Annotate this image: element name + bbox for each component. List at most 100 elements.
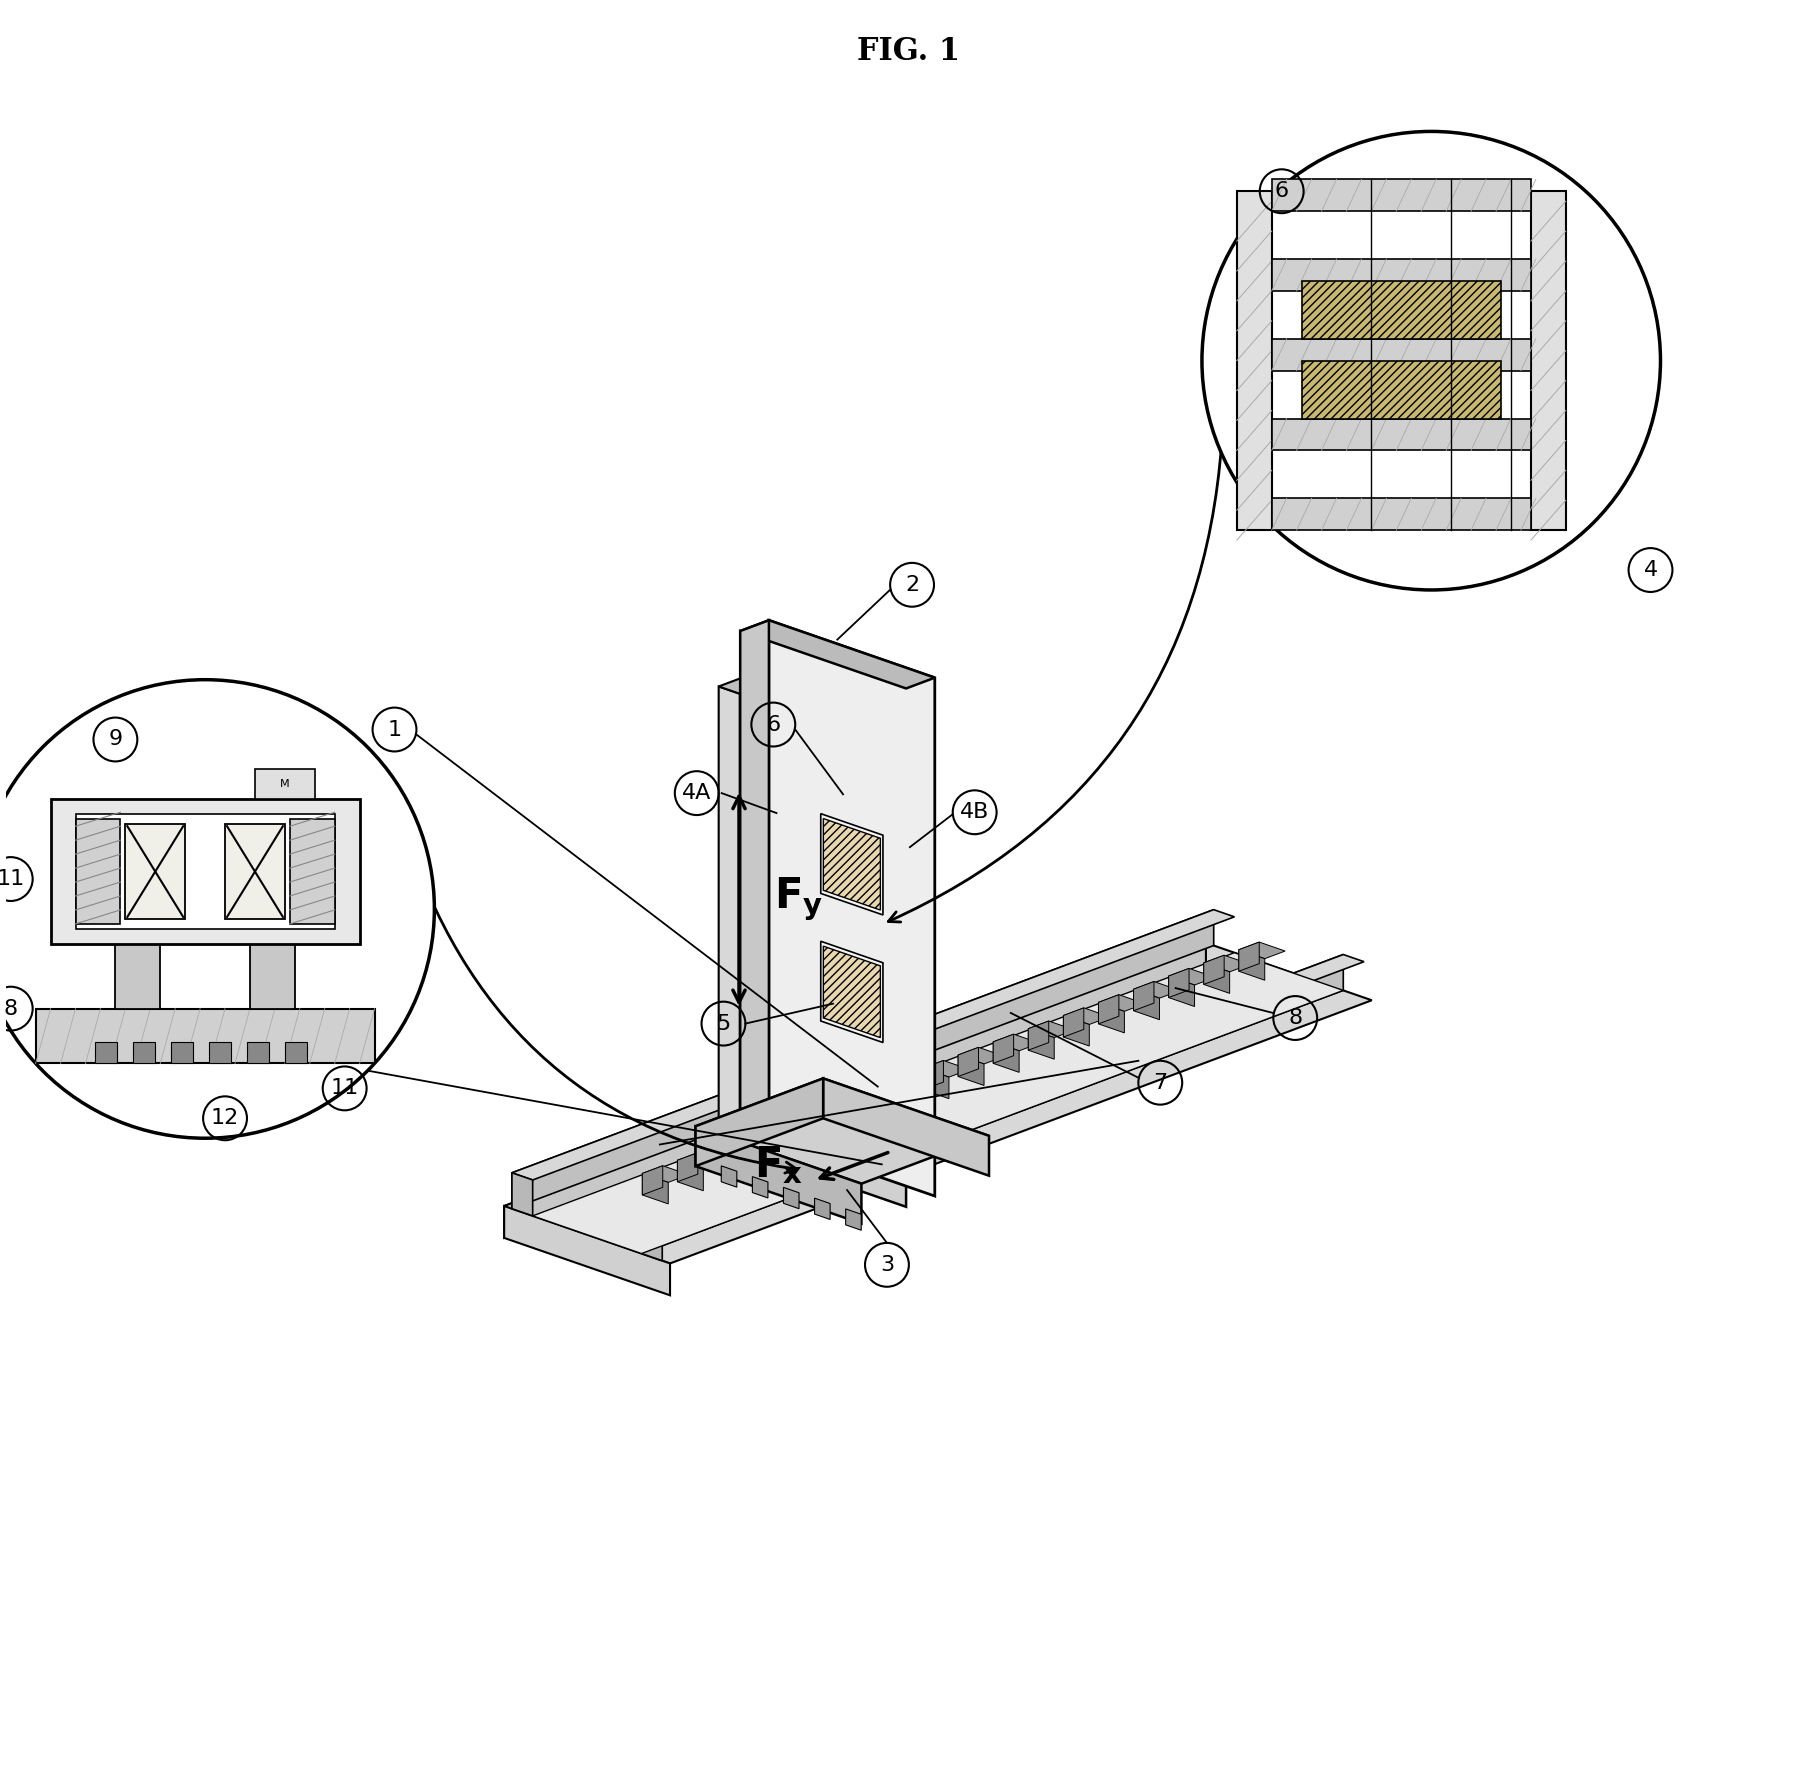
Text: 9: 9 xyxy=(109,730,123,750)
Bar xyxy=(1271,338,1530,370)
Polygon shape xyxy=(823,819,881,911)
Bar xyxy=(125,825,185,920)
Polygon shape xyxy=(642,1166,664,1195)
Polygon shape xyxy=(821,941,883,1043)
Polygon shape xyxy=(1064,1016,1090,1047)
Bar xyxy=(96,1041,118,1063)
Bar xyxy=(76,814,335,928)
Bar xyxy=(36,1009,375,1063)
Text: 8: 8 xyxy=(1289,1007,1302,1029)
Polygon shape xyxy=(1204,955,1251,971)
Polygon shape xyxy=(801,716,812,1165)
FancyBboxPatch shape xyxy=(256,769,315,800)
Polygon shape xyxy=(696,1079,990,1184)
Polygon shape xyxy=(818,1100,865,1116)
Polygon shape xyxy=(713,1140,732,1168)
Text: 12: 12 xyxy=(210,1109,239,1129)
Text: 8: 8 xyxy=(4,998,18,1018)
Polygon shape xyxy=(1133,982,1180,998)
Polygon shape xyxy=(1238,950,1265,980)
Polygon shape xyxy=(852,1086,899,1104)
Polygon shape xyxy=(1238,943,1285,959)
Polygon shape xyxy=(1169,968,1215,986)
Polygon shape xyxy=(783,1188,800,1209)
Polygon shape xyxy=(740,621,936,689)
Polygon shape xyxy=(678,1152,723,1170)
Polygon shape xyxy=(1028,1022,1075,1038)
Polygon shape xyxy=(1204,955,1224,984)
Polygon shape xyxy=(1204,962,1229,993)
Text: M: M xyxy=(279,780,290,789)
Polygon shape xyxy=(800,694,810,1143)
Text: 3: 3 xyxy=(879,1254,894,1276)
Polygon shape xyxy=(678,1152,698,1183)
Text: 4: 4 xyxy=(1643,560,1657,580)
Bar xyxy=(285,1041,306,1063)
Polygon shape xyxy=(994,1034,1039,1050)
Bar xyxy=(1302,281,1501,338)
Polygon shape xyxy=(994,1041,1019,1072)
Bar xyxy=(290,819,335,923)
Text: 7: 7 xyxy=(1153,1073,1168,1093)
Bar xyxy=(1530,191,1566,530)
Polygon shape xyxy=(783,1113,803,1143)
Polygon shape xyxy=(511,909,1213,1209)
Text: 4B: 4B xyxy=(959,801,990,823)
Text: 1: 1 xyxy=(388,719,401,739)
Polygon shape xyxy=(722,1166,736,1188)
Polygon shape xyxy=(511,1174,533,1217)
Polygon shape xyxy=(1169,977,1195,1007)
Text: 5: 5 xyxy=(716,1014,731,1034)
Polygon shape xyxy=(642,1166,689,1183)
Polygon shape xyxy=(888,1081,914,1111)
Bar xyxy=(1271,179,1530,211)
Polygon shape xyxy=(1028,1022,1048,1050)
Polygon shape xyxy=(852,1086,874,1116)
Polygon shape xyxy=(923,1061,970,1077)
Polygon shape xyxy=(957,1047,979,1077)
Polygon shape xyxy=(642,955,1343,1254)
Polygon shape xyxy=(957,1047,1004,1064)
Polygon shape xyxy=(1238,943,1260,971)
Polygon shape xyxy=(1169,968,1189,998)
Polygon shape xyxy=(888,1073,934,1090)
Polygon shape xyxy=(696,1127,861,1224)
Polygon shape xyxy=(504,943,1206,1238)
Polygon shape xyxy=(771,705,781,1154)
Polygon shape xyxy=(845,1209,861,1231)
Bar xyxy=(1271,419,1530,451)
Polygon shape xyxy=(783,1113,829,1129)
Polygon shape xyxy=(1028,1029,1053,1059)
Polygon shape xyxy=(752,1177,769,1199)
Polygon shape xyxy=(861,716,872,1165)
Text: FIG. 1: FIG. 1 xyxy=(858,36,961,68)
Text: 11: 11 xyxy=(0,869,25,889)
Text: 2: 2 xyxy=(905,574,919,594)
Polygon shape xyxy=(747,676,892,1172)
Polygon shape xyxy=(957,1056,984,1086)
Polygon shape xyxy=(504,943,1372,1263)
Polygon shape xyxy=(852,1095,879,1125)
Polygon shape xyxy=(1099,995,1119,1023)
Text: $\mathbf{F_y}$: $\mathbf{F_y}$ xyxy=(774,875,823,923)
Polygon shape xyxy=(769,683,778,1132)
Circle shape xyxy=(1202,131,1661,590)
Polygon shape xyxy=(821,814,883,914)
Polygon shape xyxy=(923,1061,943,1090)
Polygon shape xyxy=(642,1218,662,1261)
Bar xyxy=(134,1041,156,1063)
Bar xyxy=(51,800,359,945)
Polygon shape xyxy=(678,1161,703,1191)
Polygon shape xyxy=(994,1034,1013,1063)
Polygon shape xyxy=(1133,989,1160,1020)
Polygon shape xyxy=(769,621,936,1197)
Polygon shape xyxy=(713,1140,760,1156)
Bar xyxy=(250,945,296,1009)
Polygon shape xyxy=(718,676,892,737)
Bar xyxy=(208,1041,230,1063)
Polygon shape xyxy=(832,726,843,1175)
Polygon shape xyxy=(642,955,1363,1225)
Polygon shape xyxy=(923,1068,948,1098)
Polygon shape xyxy=(747,1127,794,1143)
Polygon shape xyxy=(740,694,751,1143)
